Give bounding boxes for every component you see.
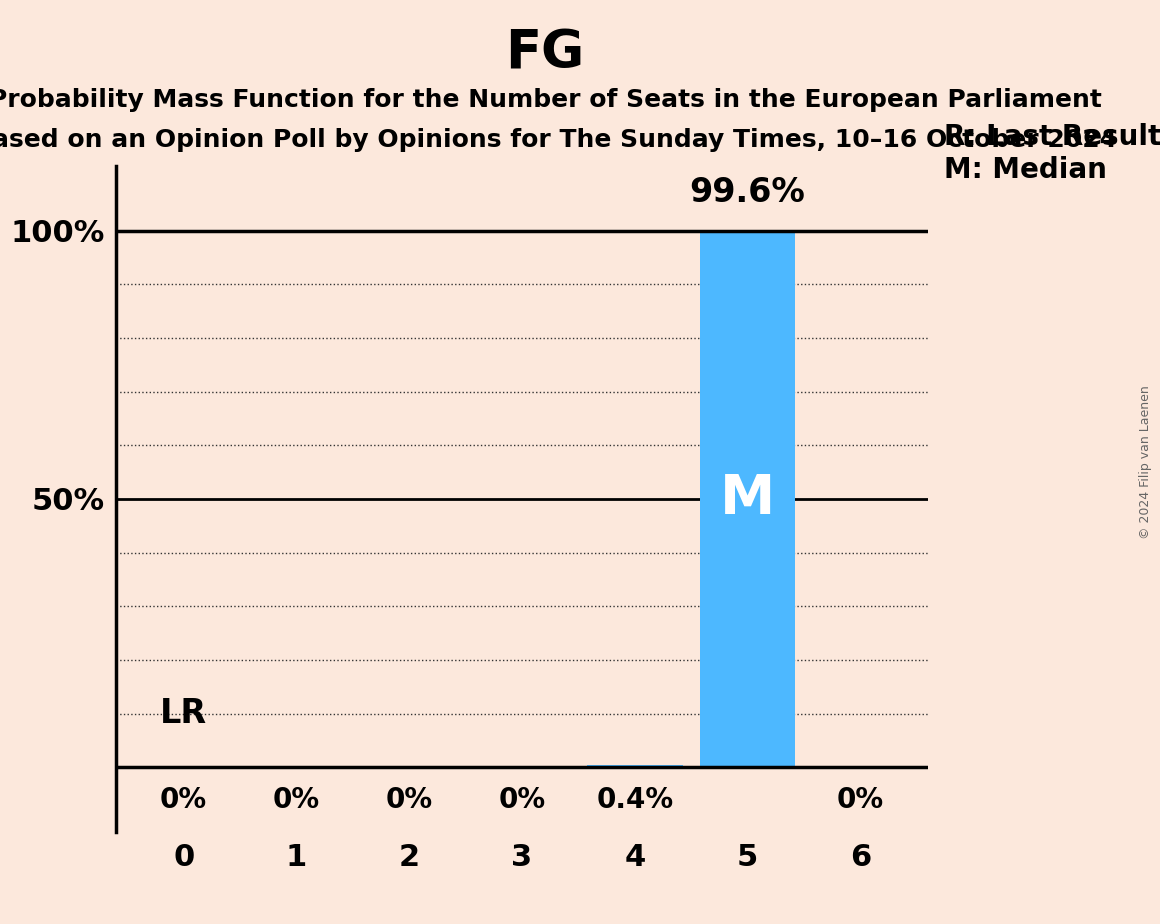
Text: LR: LR bbox=[160, 697, 208, 730]
Text: M: Median: M: Median bbox=[944, 156, 1107, 185]
Text: R: Last Result: R: Last Result bbox=[944, 123, 1160, 152]
Bar bbox=[699, 233, 796, 767]
Bar bbox=[587, 765, 683, 767]
Text: Probability Mass Function for the Number of Seats in the European Parliament: Probability Mass Function for the Number… bbox=[0, 88, 1102, 112]
Text: 0%: 0% bbox=[385, 786, 433, 814]
Text: 0%: 0% bbox=[160, 786, 208, 814]
Text: 0%: 0% bbox=[499, 786, 545, 814]
Text: Based on an Opinion Poll by Opinions for The Sunday Times, 10–16 October 2024: Based on an Opinion Poll by Opinions for… bbox=[0, 128, 1117, 152]
Text: 0.4%: 0.4% bbox=[596, 786, 673, 814]
Text: M: M bbox=[720, 472, 775, 526]
Text: 0%: 0% bbox=[273, 786, 320, 814]
Text: © 2024 Filip van Laenen: © 2024 Filip van Laenen bbox=[1139, 385, 1152, 539]
Text: FG: FG bbox=[506, 28, 585, 79]
Text: 0%: 0% bbox=[836, 786, 884, 814]
Text: 99.6%: 99.6% bbox=[690, 176, 805, 209]
